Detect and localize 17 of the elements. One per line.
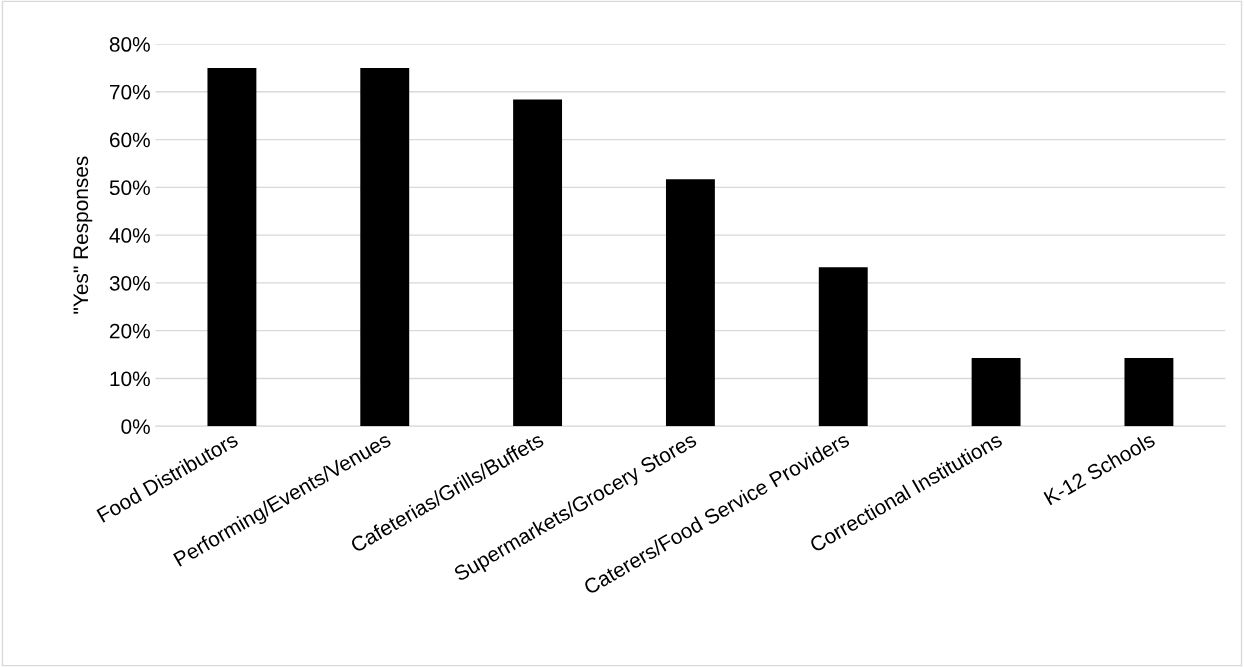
y-tick-label: 30% — [109, 275, 150, 291]
y-tick-label: 0% — [121, 419, 150, 434]
bar — [513, 99, 563, 427]
bar — [818, 267, 868, 427]
y-tick-label: 20% — [109, 323, 150, 339]
bar — [971, 357, 1021, 427]
y-tick-label: 70% — [110, 84, 150, 100]
bar — [207, 67, 257, 427]
y-tick-label: 60% — [110, 132, 150, 148]
y-tick-label: 10% — [110, 371, 150, 387]
y-tick-label: 50% — [109, 180, 150, 196]
y-axis-title: "Yes" Responses — [73, 156, 93, 314]
bar — [665, 179, 715, 427]
bar — [1124, 357, 1174, 427]
y-tick-label: 80% — [109, 37, 150, 52]
y-tick-label: 40% — [109, 228, 150, 243]
bar — [360, 67, 410, 427]
